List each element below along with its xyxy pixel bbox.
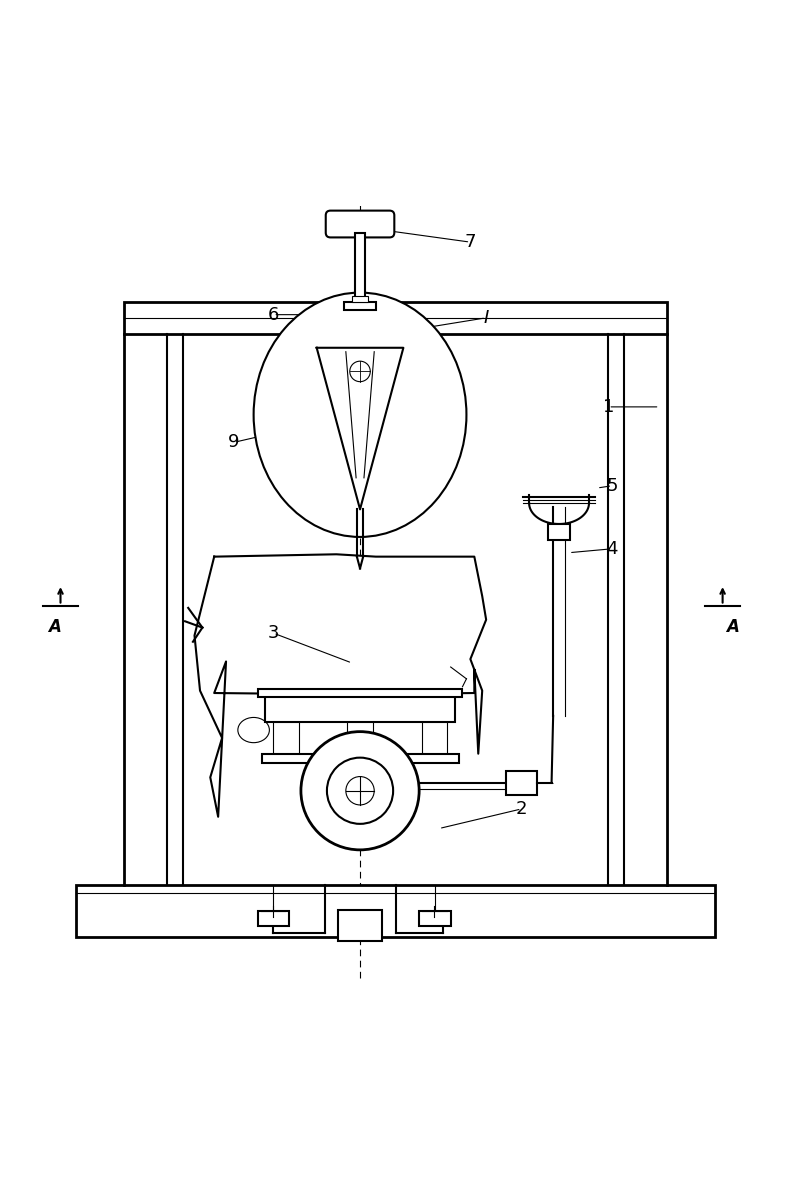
Circle shape <box>346 776 374 805</box>
Polygon shape <box>195 554 486 817</box>
Text: 5: 5 <box>607 476 618 494</box>
Bar <box>355 233 365 300</box>
Text: I: I <box>483 308 489 326</box>
Bar <box>352 295 368 302</box>
Circle shape <box>301 732 419 850</box>
Bar <box>262 754 459 763</box>
Text: A: A <box>725 618 739 636</box>
Bar <box>266 694 455 722</box>
Bar <box>344 302 376 310</box>
Text: 4: 4 <box>607 540 618 558</box>
Bar <box>123 302 668 334</box>
Bar <box>274 722 298 754</box>
Text: 1: 1 <box>603 398 614 416</box>
Ellipse shape <box>254 293 467 536</box>
Text: 7: 7 <box>464 233 476 251</box>
Bar <box>76 886 715 937</box>
FancyBboxPatch shape <box>326 211 395 238</box>
Text: 6: 6 <box>267 306 279 324</box>
Bar <box>422 722 447 754</box>
Bar <box>258 911 289 925</box>
Text: A: A <box>47 618 61 636</box>
Bar <box>548 524 570 540</box>
Bar <box>419 911 451 925</box>
Bar <box>347 722 373 754</box>
Text: 3: 3 <box>267 624 279 642</box>
Circle shape <box>350 361 370 382</box>
Polygon shape <box>316 348 403 509</box>
Circle shape <box>327 757 393 824</box>
Bar <box>258 689 463 697</box>
Bar <box>339 910 382 941</box>
Bar <box>506 772 537 794</box>
Text: 9: 9 <box>228 433 240 451</box>
Text: 2: 2 <box>516 800 528 818</box>
